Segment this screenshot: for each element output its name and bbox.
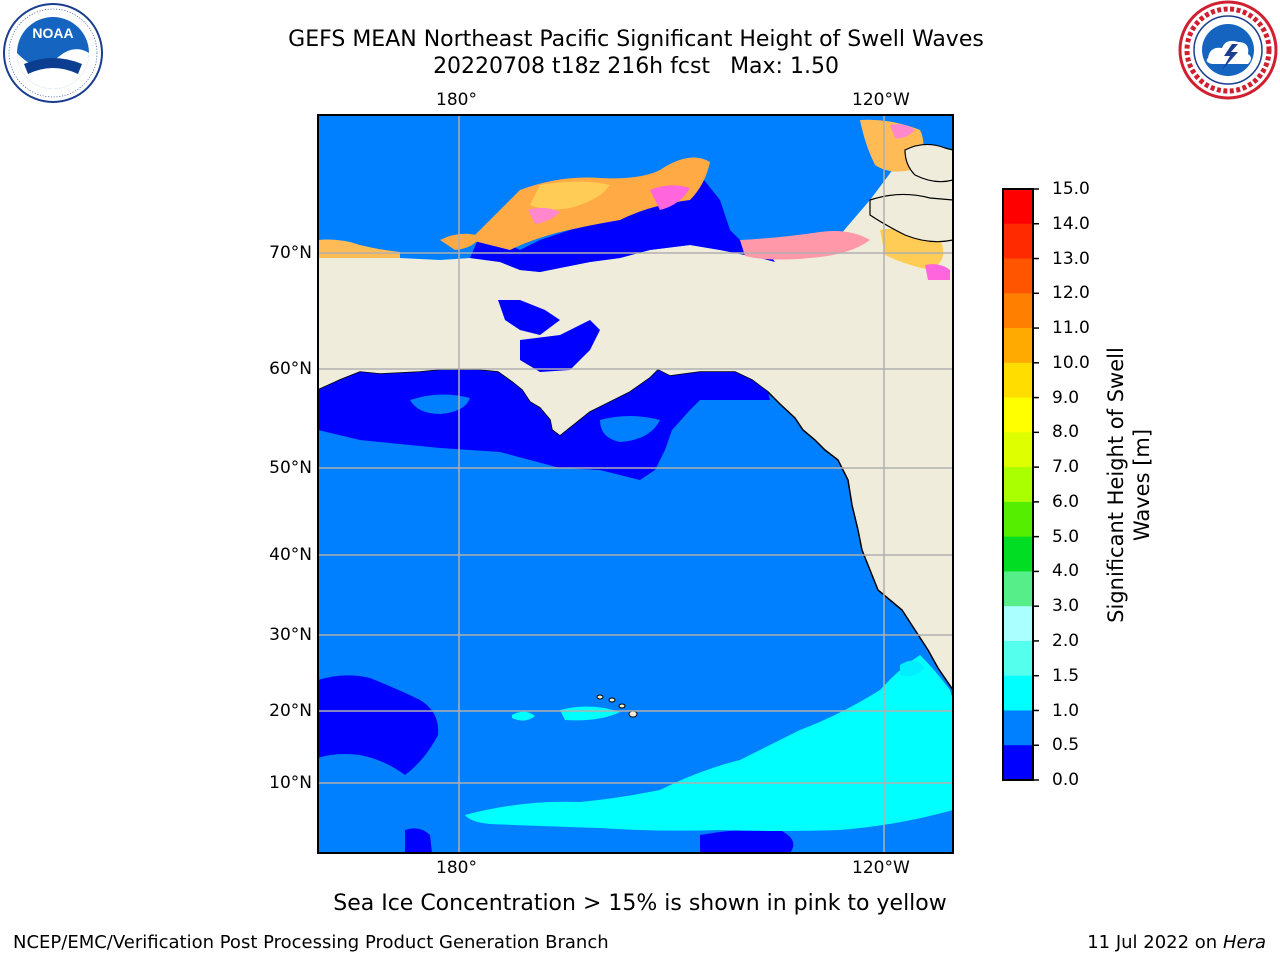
- colorbar-frame: [1002, 188, 1034, 781]
- lon-label-top-180: 180°: [436, 90, 477, 110]
- colorbar-tick-label: 5.0: [1052, 526, 1080, 547]
- colorbar-tick-label: 6.0: [1052, 491, 1080, 512]
- patches-light: [330, 394, 660, 505]
- colorbar-tick-label: 0.0: [1052, 770, 1080, 790]
- colorbar-tick-label: 8.0: [1052, 422, 1080, 443]
- norton-sound: [498, 300, 560, 335]
- lat-label-20n: 20°N: [269, 701, 312, 721]
- colorbar-tick-label: 0.5: [1052, 735, 1080, 756]
- colorbar-bin-1.0-1.5: [1003, 675, 1033, 712]
- colorbar-tick-label: 7.0: [1052, 457, 1080, 478]
- lat-label-10n: 10°N: [269, 773, 312, 793]
- colorbar-tick-label: 15.0: [1052, 179, 1090, 199]
- noaa-logo: NOAA: [3, 3, 103, 103]
- map-frame: [317, 114, 954, 854]
- footer-credit: NCEP/EMC/Verification Post Processing Pr…: [13, 932, 609, 953]
- lat-label-30n: 30°N: [269, 625, 312, 645]
- colorbar-bin-0.0-0.5: [1003, 745, 1033, 781]
- gridlines: [318, 115, 953, 853]
- noaa-logo-text: NOAA: [32, 25, 73, 41]
- colorbar-tick-label: 11.0: [1052, 318, 1090, 339]
- colorbar-bin-0.5-1.0: [1003, 710, 1033, 746]
- colorbar-bin-1.5-2.0: [1003, 640, 1033, 677]
- max-value: Max: 1.50: [730, 54, 839, 79]
- colorbar-tick-label: 3.0: [1052, 596, 1080, 617]
- colorbar-bin-11.0-12.0: [1003, 293, 1033, 329]
- lat-label-40n: 40°N: [269, 545, 312, 565]
- lat-label-50n: 50°N: [269, 458, 312, 478]
- colorbar-bin-9.0-10.0: [1003, 362, 1033, 399]
- footer-machine: Hera: [1222, 932, 1266, 953]
- colorbar-tick-marks: [1033, 188, 1039, 781]
- colorbar-tick-label: 12.0: [1052, 283, 1090, 304]
- bristol-bay: [520, 320, 600, 372]
- chukchi-sea: [470, 170, 775, 272]
- colorbar-tick-label: 10.0: [1052, 352, 1090, 373]
- map-panel: [318, 115, 953, 853]
- colorbar-tick-label: 13.0: [1052, 248, 1090, 269]
- dark-region-south-west: [318, 675, 439, 775]
- colorbar-bin-5.0-6.0: [1003, 501, 1033, 538]
- colorbar-tick-label: 14.0: [1052, 213, 1090, 234]
- colorbar-bin-10.0-11.0: [1003, 328, 1033, 364]
- lon-label-bottom-120w: 120°W: [852, 858, 910, 878]
- dark-region-south-bottom: [405, 828, 432, 853]
- colorbar-bin-13.0-14.0: [1003, 223, 1033, 260]
- footer-date: 11 Jul 2022 on Hera: [1087, 932, 1266, 954]
- colorbar-bin-6.0-7.0: [1003, 467, 1033, 503]
- sea-ice-note: Sea Ice Concentration > 15% is shown in …: [333, 891, 947, 916]
- colorbar-bin-14.0-15.0: [1003, 189, 1033, 225]
- colorbar-label: Significant Height of Swell Waves [m]: [1104, 347, 1154, 623]
- lon-label-top-120w: 120°W: [852, 90, 910, 110]
- map-subtitle: 20220708 t18z 216h fcst Max: 1.50: [0, 54, 1272, 80]
- lat-label-70n: 70°N: [269, 243, 312, 263]
- colorbar-bin-3.0-4.0: [1003, 571, 1033, 607]
- colorbar-bin-12.0-13.0: [1003, 258, 1033, 294]
- footer-date-text: 11 Jul 2022 on: [1087, 932, 1218, 953]
- lat-label-60n: 60°N: [269, 359, 312, 379]
- colorbar-tick-label: 1.0: [1052, 700, 1080, 721]
- colorbar-bin-8.0-9.0: [1003, 397, 1033, 433]
- colorbar-bin-2.0-3.0: [1003, 606, 1033, 642]
- colorbar-tick-label: 2.0: [1052, 630, 1080, 651]
- colorbar-tick-label: 4.0: [1052, 561, 1080, 582]
- colorbar-bin-7.0-8.0: [1003, 432, 1033, 468]
- map-title: GEFS MEAN Northeast Pacific Significant …: [288, 27, 984, 52]
- hawaii-islands: [596, 694, 638, 718]
- lon-label-bottom-180: 180°: [436, 858, 477, 878]
- dark-region-equator: [700, 829, 794, 853]
- colorbar-bin-4.0-5.0: [1003, 536, 1033, 573]
- run-info: 20220708 t18z 216h fcst: [433, 54, 711, 79]
- colorbar-tick-label: 1.5: [1052, 665, 1080, 686]
- swell-band-1.0-1.5: [465, 655, 953, 831]
- colorbar: [1003, 189, 1033, 781]
- nws-logo: [1178, 0, 1278, 100]
- colorbar-tick-label: 9.0: [1052, 387, 1080, 408]
